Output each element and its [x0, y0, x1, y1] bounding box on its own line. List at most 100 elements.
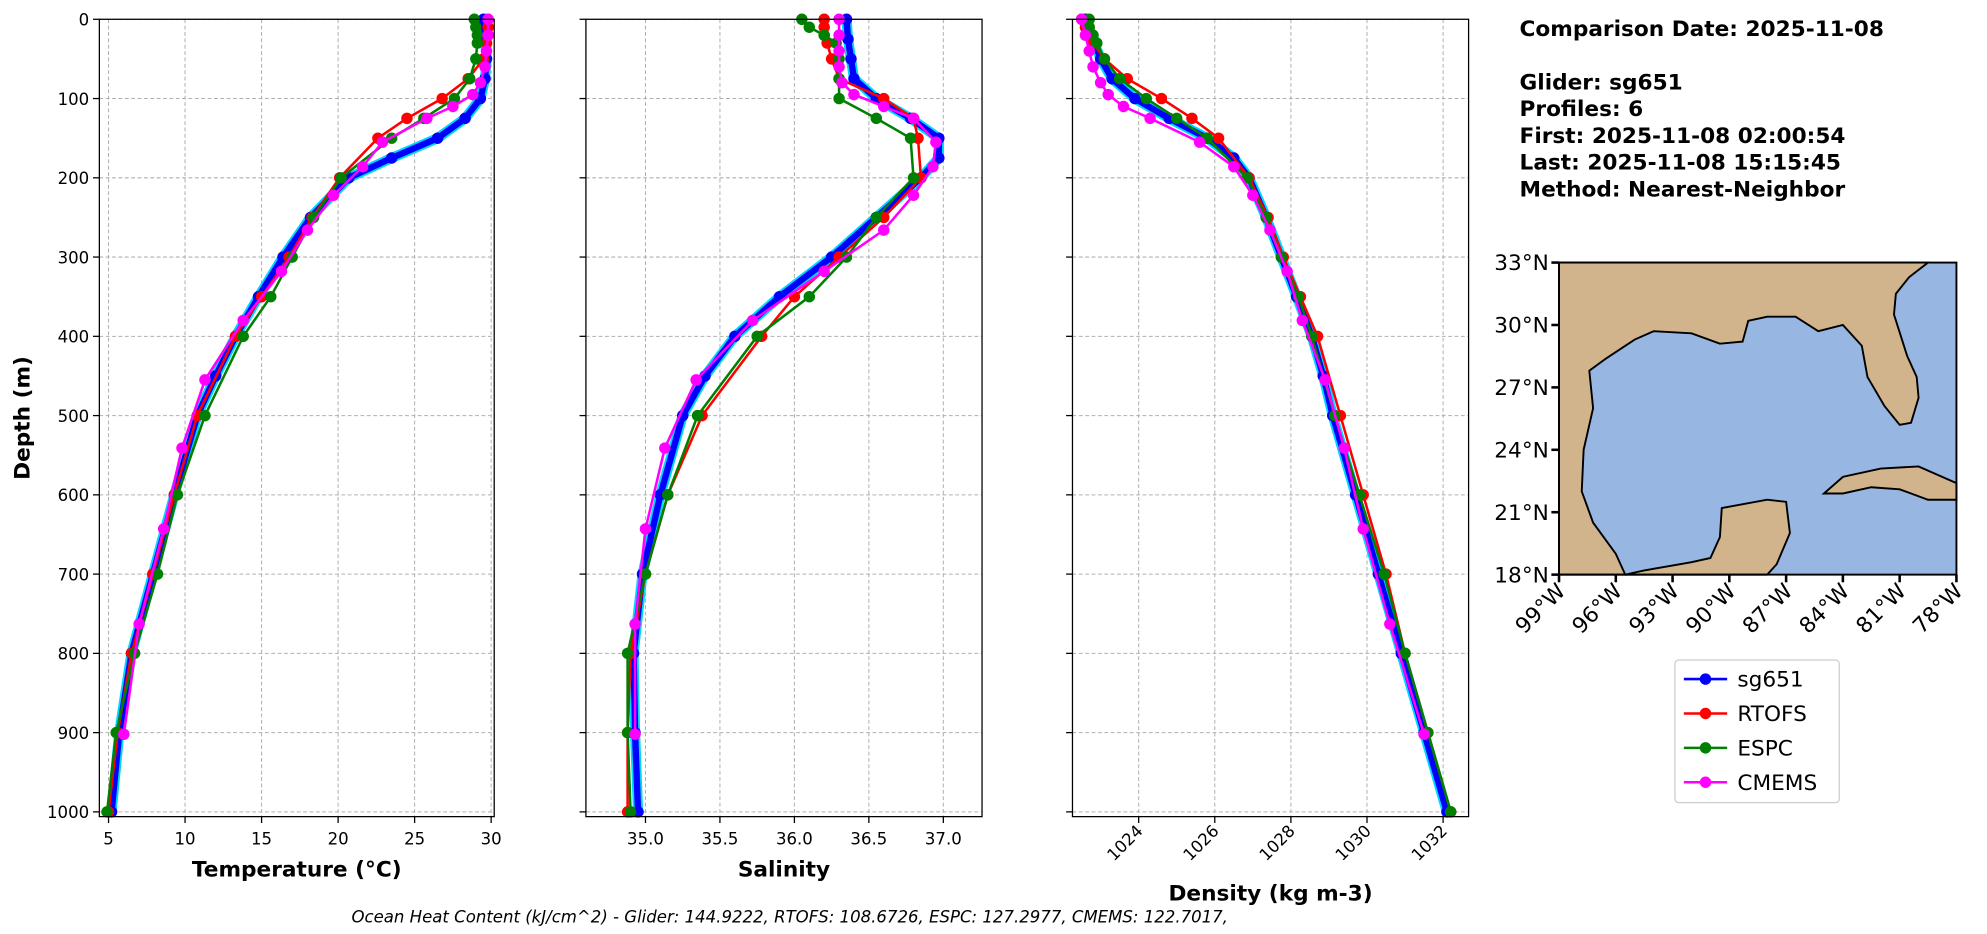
y-tick-label: 900 — [58, 724, 90, 743]
series-marker — [470, 53, 482, 65]
series-marker — [157, 523, 170, 535]
legend-label: sg651 — [1737, 668, 1803, 693]
y-tick-label: 700 — [58, 565, 90, 584]
y-tick-label: 800 — [58, 645, 90, 664]
series-marker — [818, 21, 830, 33]
series-marker — [356, 160, 369, 173]
series-marker — [1212, 132, 1225, 144]
series-line — [122, 19, 490, 735]
x-axis-label: Temperature (°C) — [192, 858, 402, 883]
series-marker — [118, 728, 130, 740]
series-marker — [237, 330, 249, 343]
series-marker — [171, 489, 184, 501]
x-tick-label: 30 — [481, 830, 502, 849]
series-marker — [1171, 112, 1183, 125]
legend-label: RTOFS — [1737, 702, 1807, 727]
series-marker — [335, 172, 347, 184]
series-marker — [1091, 37, 1103, 49]
x-tick-label: 20 — [328, 830, 349, 849]
footer: Ocean Heat Content (kJ/cm^2) - Glider: 1… — [351, 907, 1227, 926]
series-marker — [662, 489, 674, 501]
series-marker — [803, 290, 816, 303]
series-marker — [848, 88, 860, 101]
series-marker — [836, 76, 848, 89]
map-x-tick-label: 87°W — [1738, 579, 1798, 639]
series-marker — [436, 92, 448, 105]
plot-frame — [98, 18, 495, 818]
map-land — [1625, 498, 1791, 576]
legend-label: ESPC — [1737, 736, 1793, 761]
series-marker — [1378, 568, 1390, 580]
series-marker — [1281, 265, 1293, 278]
map-y-tick-label: 27°N — [1494, 376, 1549, 401]
series-marker — [690, 374, 702, 386]
series-marker — [467, 88, 479, 101]
series-marker — [301, 224, 314, 236]
x-tick-label: 15 — [251, 830, 272, 849]
series-marker — [845, 53, 857, 65]
info-line: Profiles: 6 — [1520, 97, 1644, 122]
y-tick-label: 200 — [58, 169, 90, 188]
series-marker — [1129, 92, 1141, 105]
series-marker — [691, 409, 704, 422]
series-marker — [1357, 523, 1369, 535]
series-marker — [1083, 45, 1095, 57]
y-tick-label: 500 — [58, 407, 90, 426]
series-marker — [101, 806, 113, 818]
series-marker — [307, 211, 320, 224]
series-marker — [176, 442, 188, 454]
x-tick-label: 1030 — [1332, 821, 1375, 864]
series-marker — [907, 189, 920, 201]
series-marker — [1444, 806, 1457, 818]
series-marker — [471, 37, 484, 49]
series-marker — [746, 314, 759, 327]
map-x-tick-label: 93°W — [1625, 579, 1685, 639]
series-marker — [1418, 728, 1430, 740]
series-marker — [729, 330, 741, 343]
series-marker — [1264, 224, 1276, 236]
series-marker — [265, 290, 277, 303]
legend-marker — [1699, 776, 1712, 788]
x-tick-label: 36.5 — [850, 830, 887, 849]
series-marker — [878, 224, 890, 236]
y-tick-label: 0 — [79, 11, 90, 30]
series-marker — [930, 136, 942, 148]
map-land — [1558, 261, 1931, 576]
series-marker — [907, 172, 920, 184]
series-marker — [459, 112, 471, 125]
series-marker — [1399, 647, 1411, 660]
map-y-tick-label: 24°N — [1494, 438, 1549, 463]
plot-frame — [585, 18, 983, 818]
series-marker — [1319, 374, 1331, 386]
series-marker — [870, 211, 883, 224]
series-marker — [1144, 112, 1156, 125]
series-marker — [479, 61, 491, 73]
series-marker — [471, 29, 484, 41]
series-marker — [629, 728, 641, 740]
info-line: Comparison Date: 2025-11-08 — [1520, 17, 1884, 42]
x-tick-label: 1028 — [1256, 821, 1299, 864]
map-y-tick-label: 18°N — [1494, 563, 1549, 588]
series-marker — [1338, 442, 1350, 454]
x-tick-label: 1024 — [1103, 821, 1146, 864]
x-tick-label: 37.0 — [925, 830, 962, 849]
series-marker — [848, 73, 860, 85]
plot-frame — [1071, 18, 1470, 818]
series-marker — [842, 33, 854, 45]
series-marker — [621, 647, 634, 660]
series-marker — [639, 523, 652, 535]
series-marker — [385, 152, 398, 164]
series-marker — [376, 136, 389, 148]
map-x-tick-label: 84°W — [1795, 579, 1855, 639]
series-marker — [1098, 53, 1111, 65]
series-marker — [904, 132, 917, 144]
series-marker — [629, 618, 641, 630]
x-tick-label: 1026 — [1179, 821, 1222, 864]
series-marker — [1384, 618, 1396, 630]
x-axis-label: Salinity — [738, 858, 830, 883]
x-tick-label: 5 — [103, 830, 114, 849]
y-tick-label: 600 — [58, 486, 90, 505]
series-marker — [933, 152, 945, 164]
x-tick-label: 35.5 — [702, 830, 739, 849]
